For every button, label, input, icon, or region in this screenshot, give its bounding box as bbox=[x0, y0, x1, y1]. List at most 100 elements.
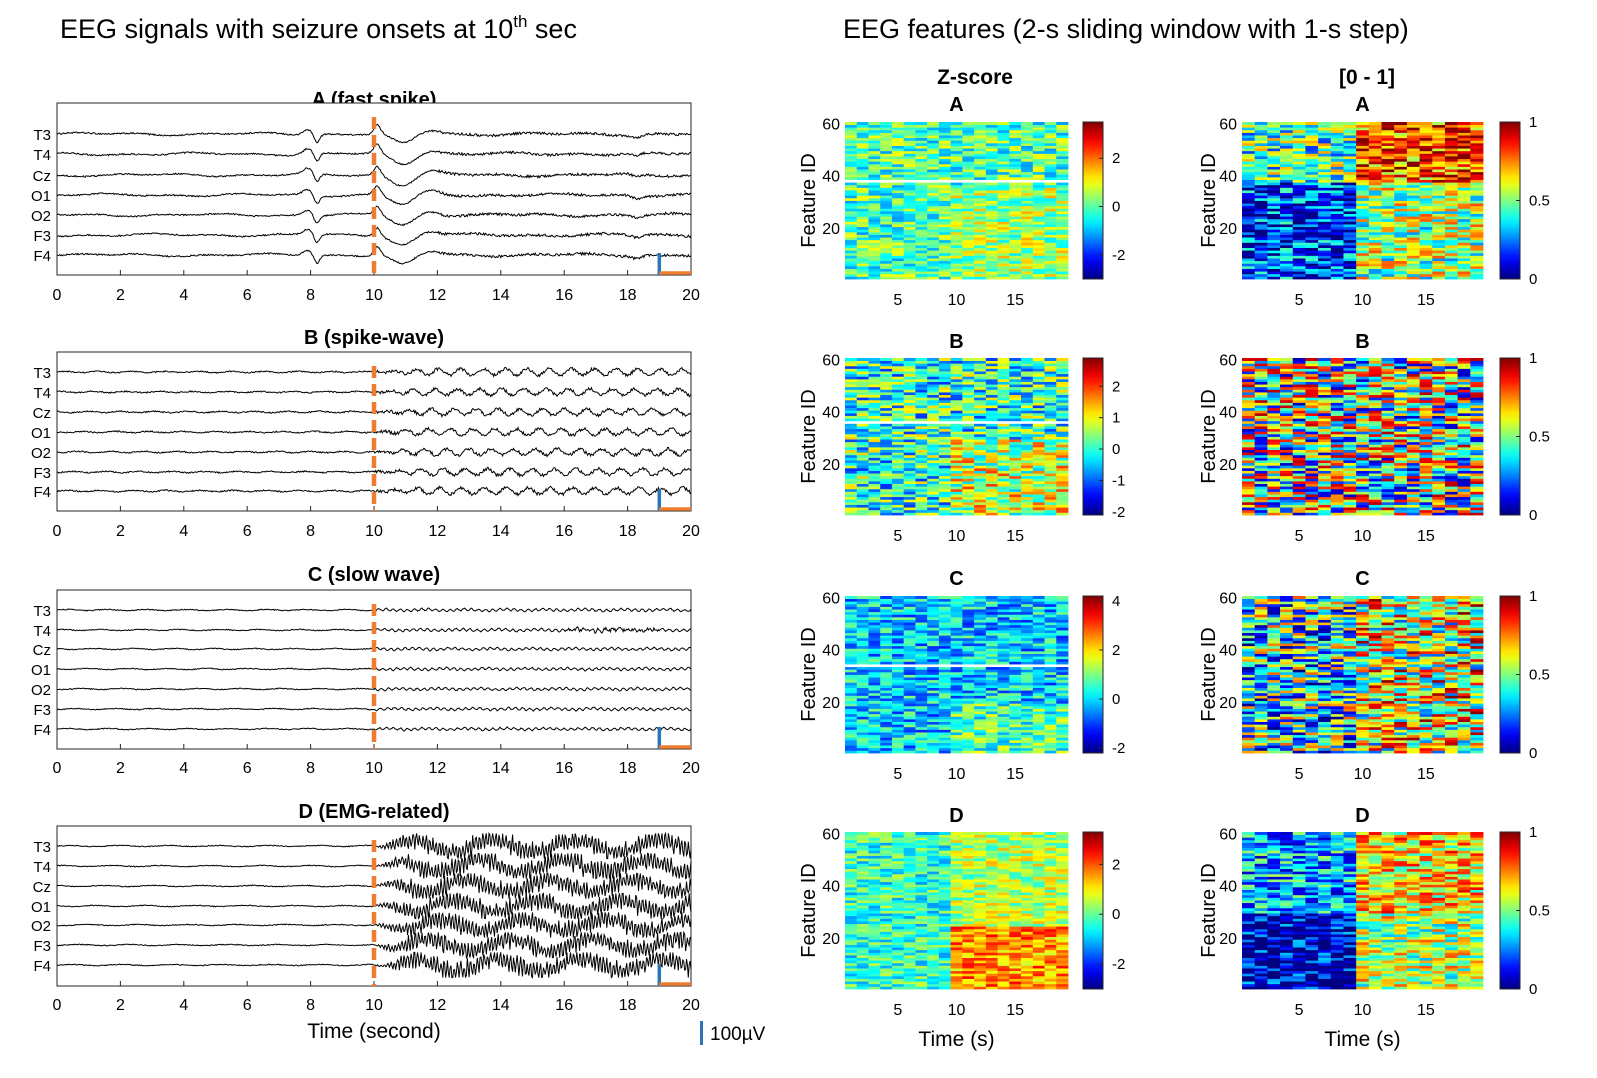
heatmap-cell bbox=[1330, 268, 1344, 272]
heatmap-cell bbox=[1056, 184, 1069, 188]
heatmap-cell bbox=[950, 936, 963, 940]
heatmap-cell bbox=[1032, 868, 1045, 872]
heatmap-cell bbox=[1044, 858, 1057, 862]
heatmap-cell bbox=[950, 713, 963, 717]
heatmap-cell bbox=[915, 433, 928, 437]
heatmap-cell bbox=[962, 739, 975, 743]
heatmap-cell bbox=[938, 176, 952, 180]
heatmap-cell bbox=[1044, 271, 1057, 275]
heatmap-cell bbox=[880, 944, 893, 948]
heatmap-cell bbox=[1021, 441, 1034, 445]
heatmap-cell bbox=[903, 970, 916, 974]
left-section-title-sup: th bbox=[513, 12, 527, 31]
heatmap-cell bbox=[915, 163, 928, 167]
heatmap-cell bbox=[845, 480, 858, 484]
heatmap-cell bbox=[1394, 273, 1408, 277]
heatmap-cell bbox=[868, 609, 881, 613]
heatmap-cell bbox=[950, 250, 963, 254]
heatmap-cell bbox=[1009, 127, 1022, 131]
heatmap-cell bbox=[880, 671, 893, 675]
heatmap-cell bbox=[1021, 674, 1034, 678]
heatmap-cell bbox=[1267, 276, 1281, 280]
heatmap-cell bbox=[1056, 260, 1069, 264]
heatmap-cell bbox=[1254, 263, 1268, 267]
heatmap-cell bbox=[950, 216, 963, 220]
heatmap-cell bbox=[891, 718, 905, 722]
heatmap-cell bbox=[927, 195, 940, 199]
heatmap-cell bbox=[1021, 745, 1034, 749]
heatmap-cell bbox=[845, 242, 858, 246]
heatmap-cell bbox=[950, 863, 963, 867]
heatmap-cell bbox=[927, 221, 940, 225]
heatmap-cell bbox=[891, 158, 905, 162]
heatmap-cell bbox=[1032, 910, 1045, 914]
heatmap-cell bbox=[1032, 745, 1045, 749]
heatmap-cell bbox=[868, 939, 881, 943]
heatmap-cell bbox=[1021, 939, 1034, 943]
heatmap-cell bbox=[891, 603, 905, 607]
heatmap-cell bbox=[1056, 645, 1069, 649]
heatmap-cell bbox=[927, 684, 940, 688]
heatmap-cell bbox=[985, 231, 998, 235]
heatmap-cell bbox=[950, 475, 963, 479]
heatmap-cell bbox=[938, 674, 952, 678]
heatmap-cell bbox=[1021, 470, 1034, 474]
heatmap-cell bbox=[927, 947, 940, 951]
heatmap-cell bbox=[1381, 258, 1395, 262]
heatmap-cell bbox=[927, 163, 940, 167]
heatmap-cell bbox=[845, 677, 858, 681]
heatmap-cell bbox=[1032, 229, 1045, 233]
heatmap-cell bbox=[915, 475, 928, 479]
heatmap-cell bbox=[868, 983, 881, 987]
heatmap-cell bbox=[1056, 669, 1069, 673]
channel-label: F4 bbox=[33, 958, 51, 975]
heatmap-cell bbox=[856, 224, 869, 228]
heatmap-cell bbox=[1056, 889, 1069, 893]
heatmap-cell bbox=[845, 603, 858, 607]
heatmap-cell bbox=[985, 892, 998, 896]
heatmap-cell bbox=[974, 879, 987, 883]
heatmap-cell bbox=[974, 358, 987, 362]
heatmap-cell bbox=[962, 873, 975, 877]
heatmap-cell bbox=[985, 913, 998, 917]
heatmap-cell bbox=[903, 127, 916, 131]
x-tick-label: 18 bbox=[619, 997, 637, 1014]
heatmap-cell bbox=[1021, 886, 1034, 890]
heatmap-cell bbox=[915, 441, 928, 445]
heatmap-cell bbox=[903, 381, 916, 385]
heatmap-cell bbox=[927, 664, 940, 668]
heatmap-cell bbox=[1470, 255, 1484, 259]
heatmap-cell bbox=[903, 643, 916, 647]
heatmap-cell bbox=[915, 619, 928, 623]
heatmap-cell bbox=[891, 936, 905, 940]
heatmap-cell bbox=[938, 949, 952, 953]
heatmap-cell bbox=[1056, 488, 1069, 492]
heatmap-cell bbox=[1009, 496, 1022, 500]
heatmap-cell bbox=[915, 855, 928, 859]
heatmap-cell bbox=[1056, 496, 1069, 500]
heatmap-cell bbox=[974, 928, 987, 932]
heatmap-cell bbox=[1009, 231, 1022, 235]
heatmap-cell bbox=[974, 276, 987, 280]
heatmap-cell bbox=[1056, 721, 1069, 725]
heatmap-cell bbox=[845, 640, 858, 644]
heatmap-cell bbox=[1056, 622, 1069, 626]
heatmap-cell bbox=[915, 949, 928, 953]
heatmap-cell bbox=[997, 960, 1010, 964]
heatmap-cell bbox=[868, 483, 881, 487]
heatmap-cell bbox=[868, 423, 881, 427]
heatmap-cell bbox=[903, 156, 916, 160]
heatmap-cell bbox=[1009, 622, 1022, 626]
heatmap-cell bbox=[985, 837, 998, 841]
heatmap-cell bbox=[856, 360, 869, 364]
heatmap-cell bbox=[997, 664, 1010, 668]
heatmap-cell bbox=[927, 669, 940, 673]
heatmap-cell bbox=[891, 630, 905, 634]
heatmap-cell bbox=[1056, 389, 1069, 393]
heatmap-cell bbox=[985, 656, 998, 660]
heatmap-cell bbox=[1381, 252, 1395, 256]
heatmap-cell bbox=[915, 863, 928, 867]
heatmap-cell bbox=[1032, 858, 1045, 862]
heatmap-cell bbox=[1021, 384, 1034, 388]
heatmap-cell bbox=[997, 426, 1010, 430]
